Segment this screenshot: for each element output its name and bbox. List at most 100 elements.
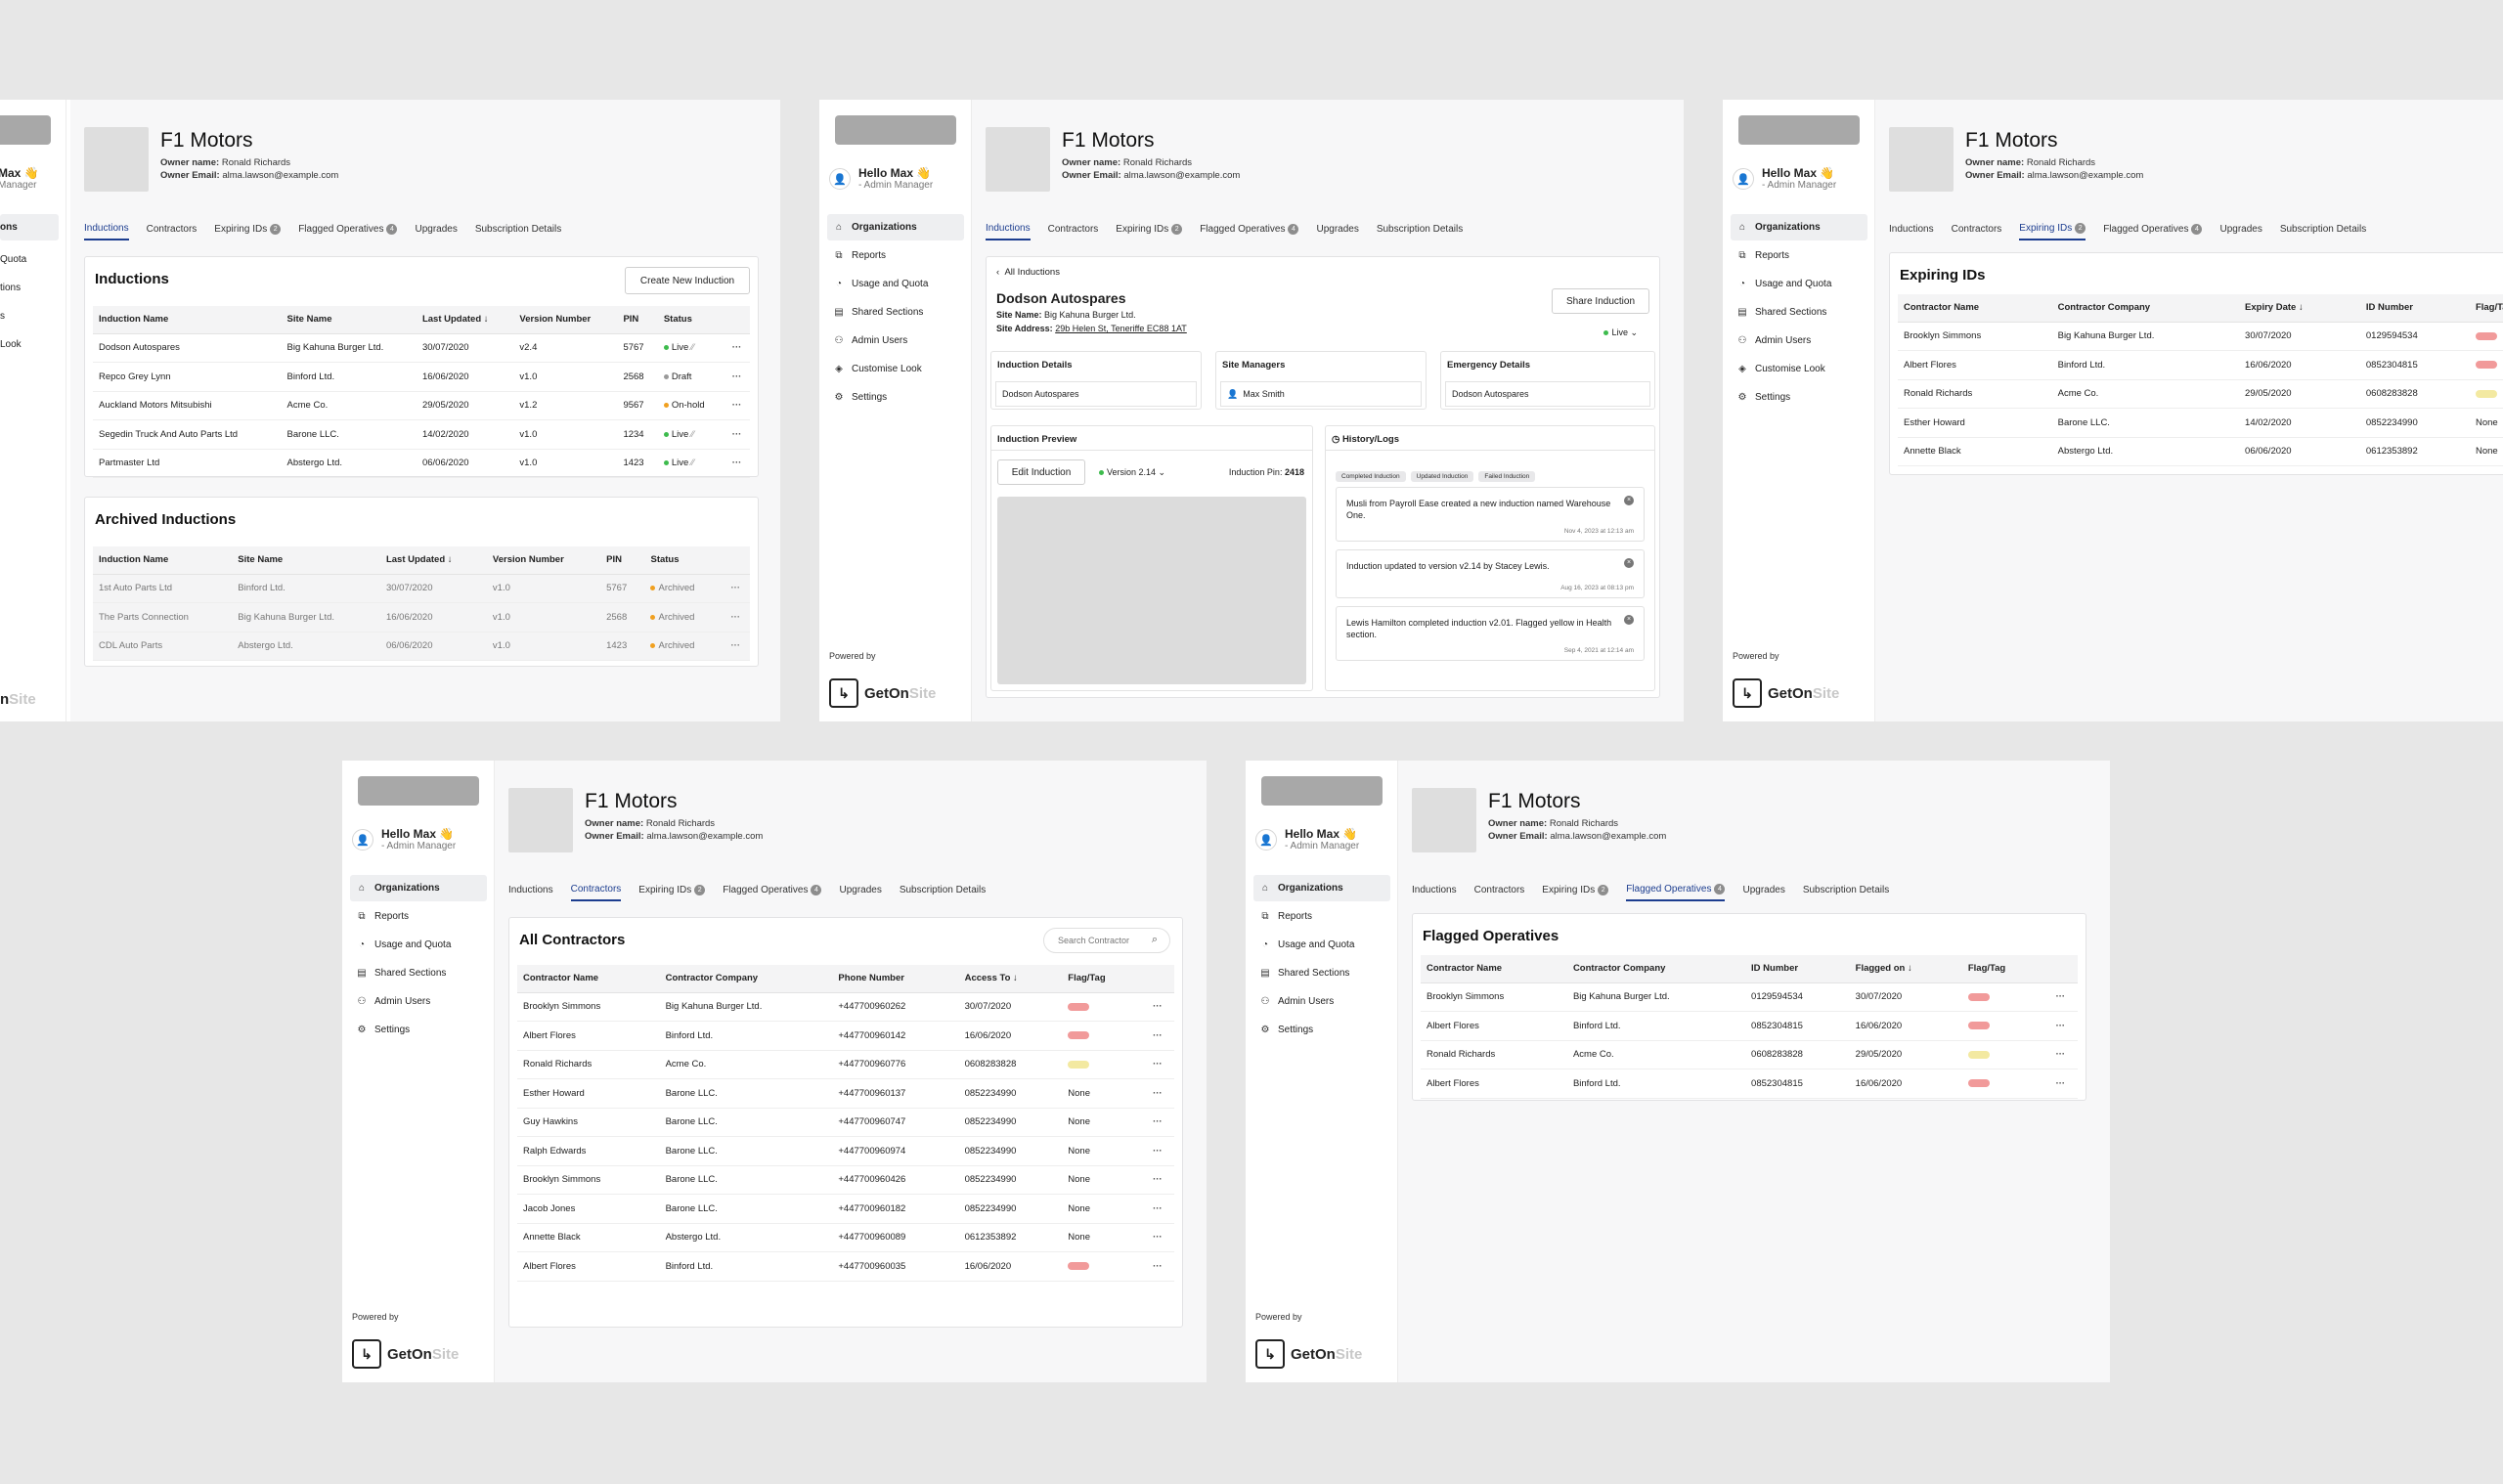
- more-options-icon[interactable]: ···: [2042, 1040, 2078, 1069]
- tab-flagged-operatives[interactable]: Flagged Operatives 4: [723, 884, 822, 901]
- more-options-icon[interactable]: ···: [2042, 1069, 2078, 1099]
- sidebar-item-usage-quota[interactable]: ◔ Usage and Quota: [1731, 271, 1867, 297]
- chip-failed[interactable]: Failed Induction: [1478, 471, 1536, 482]
- table-row[interactable]: 1st Auto Parts Ltd Binford Ltd. 30/07/2020…: [93, 574, 750, 603]
- table-row[interactable]: Brooklyn Simmons Barone LLC. +447700960426…: [517, 1165, 1174, 1195]
- more-options-icon[interactable]: ···: [724, 419, 750, 450]
- sidebar-item-organizations[interactable]: ⌂ Organizations: [1731, 214, 1867, 240]
- sidebar-item-admin-users[interactable]: ⚇ Admin Users: [1260, 996, 1335, 1007]
- tab-contractors[interactable]: Contractors: [1951, 224, 2002, 235]
- table-row[interactable]: Albert Flores Binford Ltd. 0852304815 16/06…: [1421, 1011, 2078, 1041]
- close-icon[interactable]: ×: [1624, 496, 1634, 505]
- sidebar-item-organizations[interactable]: ⌂ Organizations: [827, 214, 964, 240]
- tab-contractors[interactable]: Contractors: [1473, 885, 1525, 895]
- tab-contractors[interactable]: Contractors: [1047, 224, 1099, 235]
- table-row[interactable]: CDL Auto Parts Abstergo Ltd. 06/06/2020 v1.…: [93, 632, 750, 661]
- more-options-icon[interactable]: ···: [2042, 1011, 2078, 1041]
- sidebar-item-settings[interactable]: ⚙ Settings: [1260, 1025, 1314, 1035]
- tab-upgrades[interactable]: Upgrades: [2219, 224, 2262, 235]
- user-avatar-icon[interactable]: 👤: [352, 829, 373, 851]
- tab-upgrades[interactable]: Upgrades: [1742, 885, 1785, 895]
- table-row[interactable]: Brooklyn Simmons Big Kahuna Burger Ltd. 30…: [1898, 322, 2503, 351]
- tab-upgrades[interactable]: Upgrades: [1316, 224, 1359, 235]
- user-avatar-icon[interactable]: 👤: [1733, 168, 1754, 190]
- table-row[interactable]: Auckland Motors Mitsubishi Acme Co. 29/05/…: [93, 391, 750, 420]
- table-row[interactable]: Ronald Richards Acme Co. 0608283828 29/05/2…: [1421, 1040, 2078, 1069]
- column-header[interactable]: Last Updated ↓: [416, 306, 514, 334]
- more-options-icon[interactable]: ···: [724, 449, 750, 478]
- table-row[interactable]: Albert Flores Binford Ltd. 16/06/2020 08523…: [1898, 350, 2503, 380]
- sidebar-item-reports[interactable]: ⧉ Reports: [1253, 903, 1390, 930]
- sidebar-item-settings[interactable]: ⚙ Settings: [1737, 392, 1791, 403]
- table-row[interactable]: Albert Flores Binford Ltd. +447700960035 16…: [517, 1251, 1174, 1282]
- table-row[interactable]: Ralph Edwards Barone LLC. +447700960974 085…: [517, 1136, 1174, 1166]
- table-row[interactable]: Annette Black Abstergo Ltd. 06/06/2020 0612…: [1898, 437, 2503, 466]
- more-options-icon[interactable]: ···: [1140, 1078, 1174, 1109]
- chip-updated[interactable]: Updated Induction: [1410, 471, 1474, 482]
- sidebar-item-shared-sections[interactable]: ▤ Shared Sections: [834, 307, 924, 318]
- close-icon[interactable]: ×: [1624, 615, 1634, 625]
- more-options-icon[interactable]: ···: [1140, 1021, 1174, 1051]
- sidebar-item-usage-quota[interactable]: ◔ Usage and Quota: [827, 271, 964, 297]
- close-icon[interactable]: ×: [1624, 558, 1634, 568]
- tab-expiring-ids[interactable]: Expiring IDs 2: [2019, 223, 2086, 240]
- tab-expiring-ids[interactable]: Expiring IDs 2: [1116, 223, 1183, 240]
- table-row[interactable]: Ronald Richards Acme Co. +447700960776 0608…: [517, 1050, 1174, 1079]
- tab-flagged-operatives[interactable]: Flagged Operatives 4: [2103, 223, 2203, 240]
- more-options-icon[interactable]: ···: [721, 632, 750, 661]
- more-options-icon[interactable]: ···: [1140, 1251, 1174, 1282]
- more-options-icon[interactable]: ···: [1140, 1194, 1174, 1224]
- back-link[interactable]: ‹ All Inductions: [996, 267, 1060, 278]
- share-induction-button[interactable]: Share Induction: [1552, 288, 1649, 314]
- more-options-icon[interactable]: ···: [1140, 1165, 1174, 1195]
- sidebar-item-shared-sections[interactable]: ▤ Shared Sections: [357, 968, 447, 979]
- column-header[interactable]: Access To ↓: [958, 965, 1063, 993]
- version-dropdown[interactable]: Version 2.14 ⌄: [1099, 467, 1165, 478]
- sidebar-item-shared-sections[interactable]: ▤ Shared Sections: [1260, 968, 1350, 979]
- tab-expiring-ids[interactable]: Expiring IDs 2: [214, 223, 282, 240]
- sidebar-item-customise-look[interactable]: ◈ Customise Look: [827, 356, 964, 382]
- tab-inductions[interactable]: Inductions: [84, 223, 129, 240]
- more-options-icon[interactable]: ···: [724, 362, 750, 392]
- more-options-icon[interactable]: ···: [724, 333, 750, 363]
- more-options-icon[interactable]: ···: [724, 391, 750, 420]
- site-address[interactable]: Site Address: 29b Helen St, Teneriffe EC…: [996, 324, 1187, 333]
- table-row[interactable]: Dodson Autospares Big Kahuna Burger Ltd. 3…: [93, 333, 750, 363]
- more-options-icon[interactable]: ···: [1140, 1223, 1174, 1252]
- sidebar-item-organizations[interactable]: ⌂ Organizations: [1253, 875, 1390, 901]
- table-row[interactable]: Guy Hawkins Barone LLC. +447700960747 08522…: [517, 1108, 1174, 1137]
- sidebar-item-customise-look[interactable]: ◈ Customise Look: [1731, 356, 1867, 382]
- sidebar-item-admin-users[interactable]: ⚇ Admin Users: [357, 996, 431, 1007]
- sidebar-item-reports[interactable]: ⧉ Reports: [1731, 242, 1867, 269]
- edit-induction-button[interactable]: Edit Induction: [997, 459, 1085, 485]
- table-row[interactable]: Repco Grey Lynn Binford Ltd. 16/06/2020 v1.…: [93, 362, 750, 392]
- more-options-icon[interactable]: ···: [1140, 1050, 1174, 1079]
- tab-upgrades[interactable]: Upgrades: [839, 885, 882, 895]
- table-row[interactable]: Esther Howard Barone LLC. +447700960137 085…: [517, 1078, 1174, 1109]
- tab-contractors[interactable]: Contractors: [570, 884, 622, 901]
- sidebar-item-admin-users[interactable]: s: [0, 311, 5, 322]
- tab-subscription-details[interactable]: Subscription Details: [899, 885, 987, 895]
- sidebar-item-organizations[interactable]: ⌂ Organizations: [350, 875, 487, 901]
- sidebar-item-admin-users[interactable]: ⚇ Admin Users: [1737, 335, 1812, 346]
- chip-completed[interactable]: Completed Induction: [1336, 471, 1406, 482]
- more-options-icon[interactable]: ···: [721, 602, 750, 633]
- sidebar-item-admin-users[interactable]: ⚇ Admin Users: [834, 335, 908, 346]
- status-dropdown[interactable]: Live ⌄: [1603, 327, 1638, 338]
- column-header[interactable]: Flagged on ↓: [1849, 955, 1962, 983]
- more-options-icon[interactable]: ···: [1140, 1136, 1174, 1166]
- sidebar-item-settings[interactable]: ⚙ Settings: [357, 1025, 411, 1035]
- table-row[interactable]: Esther Howard Barone LLC. 14/02/2020 085223…: [1898, 408, 2503, 438]
- tab-subscription-details[interactable]: Subscription Details: [474, 224, 562, 235]
- sidebar-item-customise-look[interactable]: Look: [0, 339, 22, 350]
- table-row[interactable]: Brooklyn Simmons Big Kahuna Burger Ltd. 01…: [1421, 982, 2078, 1012]
- tab-expiring-ids[interactable]: Expiring IDs 2: [638, 884, 706, 901]
- tab-flagged-operatives[interactable]: Flagged Operatives 4: [1626, 884, 1726, 901]
- table-row[interactable]: Annette Black Abstergo Ltd. +447700960089 0…: [517, 1223, 1174, 1252]
- column-header[interactable]: Last Updated ↓: [379, 546, 487, 575]
- create-induction-button[interactable]: Create New Induction: [625, 267, 750, 294]
- more-options-icon[interactable]: ···: [721, 574, 750, 603]
- sidebar-item-usage-quota[interactable]: Quota: [0, 254, 27, 265]
- sidebar-item-usage-quota[interactable]: ◔ Usage and Quota: [350, 932, 487, 958]
- tab-expiring-ids[interactable]: Expiring IDs 2: [1542, 884, 1609, 901]
